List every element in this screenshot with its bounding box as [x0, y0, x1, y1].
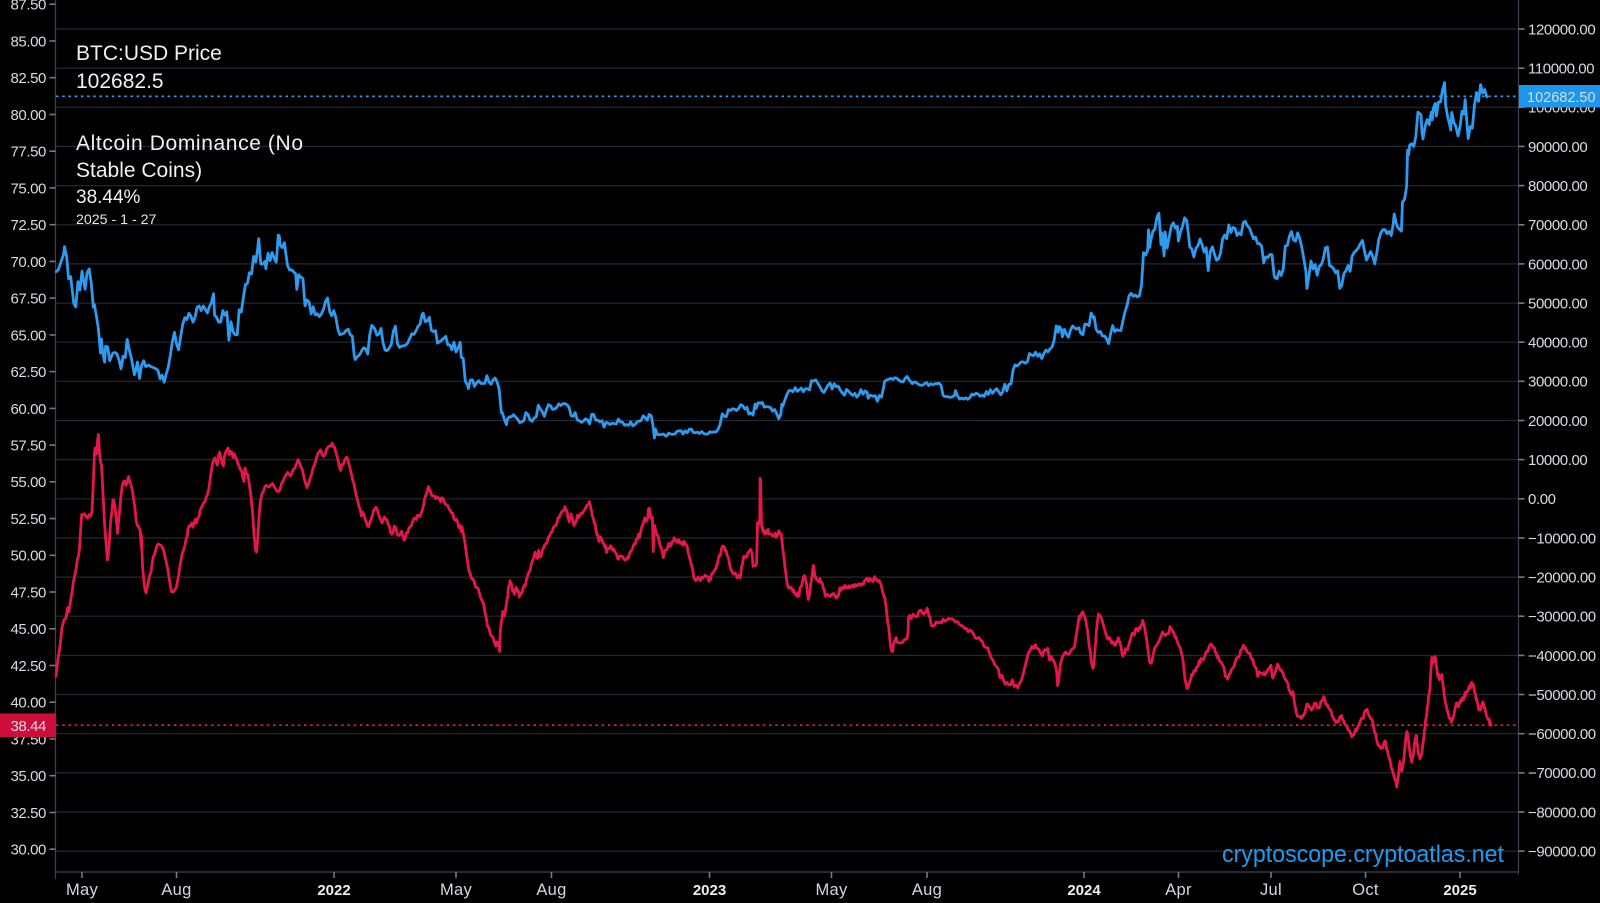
- svg-text:38.44: 38.44: [10, 718, 46, 735]
- svg-text:−40000.00: −40000.00: [1528, 648, 1596, 665]
- svg-text:62.50: 62.50: [10, 364, 46, 381]
- svg-text:40000.00: 40000.00: [1528, 335, 1587, 352]
- svg-text:Jul: Jul: [1260, 881, 1282, 899]
- svg-text:70.00: 70.00: [10, 254, 46, 271]
- svg-text:120000.00: 120000.00: [1528, 21, 1595, 38]
- svg-text:45.00: 45.00: [10, 621, 46, 638]
- svg-text:30.00: 30.00: [10, 842, 46, 859]
- svg-text:90000.00: 90000.00: [1528, 139, 1587, 156]
- svg-text:Altcoin Dominance (No: Altcoin Dominance (No: [76, 132, 303, 155]
- svg-text:60.00: 60.00: [10, 401, 46, 418]
- svg-text:−80000.00: −80000.00: [1528, 804, 1596, 821]
- svg-text:−70000.00: −70000.00: [1528, 765, 1596, 782]
- svg-text:102682.50: 102682.50: [1527, 90, 1596, 106]
- svg-text:−30000.00: −30000.00: [1528, 609, 1596, 626]
- svg-text:−60000.00: −60000.00: [1528, 726, 1596, 743]
- svg-text:20000.00: 20000.00: [1528, 413, 1587, 430]
- svg-text:Stable Coins): Stable Coins): [76, 159, 202, 182]
- svg-text:85.00: 85.00: [10, 33, 46, 50]
- svg-text:−10000.00: −10000.00: [1528, 530, 1596, 547]
- svg-text:Apr: Apr: [1165, 881, 1192, 899]
- svg-text:55.00: 55.00: [10, 474, 46, 491]
- svg-text:65.00: 65.00: [10, 327, 46, 344]
- svg-text:−20000.00: −20000.00: [1528, 570, 1596, 587]
- svg-text:42.50: 42.50: [10, 658, 46, 675]
- svg-text:102682.5: 102682.5: [76, 70, 164, 93]
- svg-text:Aug: Aug: [912, 881, 942, 899]
- svg-text:2025: 2025: [1443, 882, 1476, 899]
- svg-text:35.00: 35.00: [10, 768, 46, 785]
- svg-text:30000.00: 30000.00: [1528, 374, 1587, 391]
- svg-text:40.00: 40.00: [10, 695, 46, 712]
- svg-text:May: May: [66, 881, 99, 899]
- svg-text:cryptoscope.cryptoatlas.net: cryptoscope.cryptoatlas.net: [1222, 841, 1504, 868]
- svg-text:32.50: 32.50: [10, 805, 46, 822]
- svg-text:0.00: 0.00: [1528, 491, 1556, 508]
- svg-text:80.00: 80.00: [10, 107, 46, 124]
- svg-text:−90000.00: −90000.00: [1528, 844, 1596, 861]
- svg-text:Oct: Oct: [1352, 881, 1379, 899]
- svg-text:−50000.00: −50000.00: [1528, 687, 1596, 704]
- svg-text:2022: 2022: [317, 882, 350, 899]
- svg-text:70000.00: 70000.00: [1528, 217, 1587, 234]
- svg-text:75.00: 75.00: [10, 180, 46, 197]
- svg-text:10000.00: 10000.00: [1528, 452, 1587, 469]
- svg-text:82.50: 82.50: [10, 70, 46, 87]
- svg-text:80000.00: 80000.00: [1528, 178, 1587, 195]
- svg-text:60000.00: 60000.00: [1528, 256, 1587, 273]
- svg-text:47.50: 47.50: [10, 584, 46, 601]
- svg-text:67.50: 67.50: [10, 291, 46, 308]
- svg-text:2023: 2023: [693, 882, 726, 899]
- svg-text:May: May: [815, 881, 848, 899]
- svg-text:Aug: Aug: [536, 881, 566, 899]
- svg-text:2025 - 1 - 27: 2025 - 1 - 27: [76, 212, 157, 228]
- svg-text:77.50: 77.50: [10, 144, 46, 161]
- svg-text:87.50: 87.50: [10, 0, 46, 14]
- svg-text:2024: 2024: [1067, 882, 1101, 899]
- svg-text:52.50: 52.50: [10, 511, 46, 528]
- svg-text:110000.00: 110000.00: [1528, 61, 1594, 78]
- svg-text:72.50: 72.50: [10, 217, 46, 234]
- svg-text:50000.00: 50000.00: [1528, 295, 1587, 312]
- svg-text:Aug: Aug: [161, 881, 191, 899]
- svg-text:57.50: 57.50: [10, 438, 46, 455]
- svg-text:BTC:USD Price: BTC:USD Price: [76, 42, 222, 65]
- svg-text:50.00: 50.00: [10, 548, 46, 565]
- svg-text:May: May: [440, 881, 473, 899]
- svg-text:38.44%: 38.44%: [76, 187, 141, 208]
